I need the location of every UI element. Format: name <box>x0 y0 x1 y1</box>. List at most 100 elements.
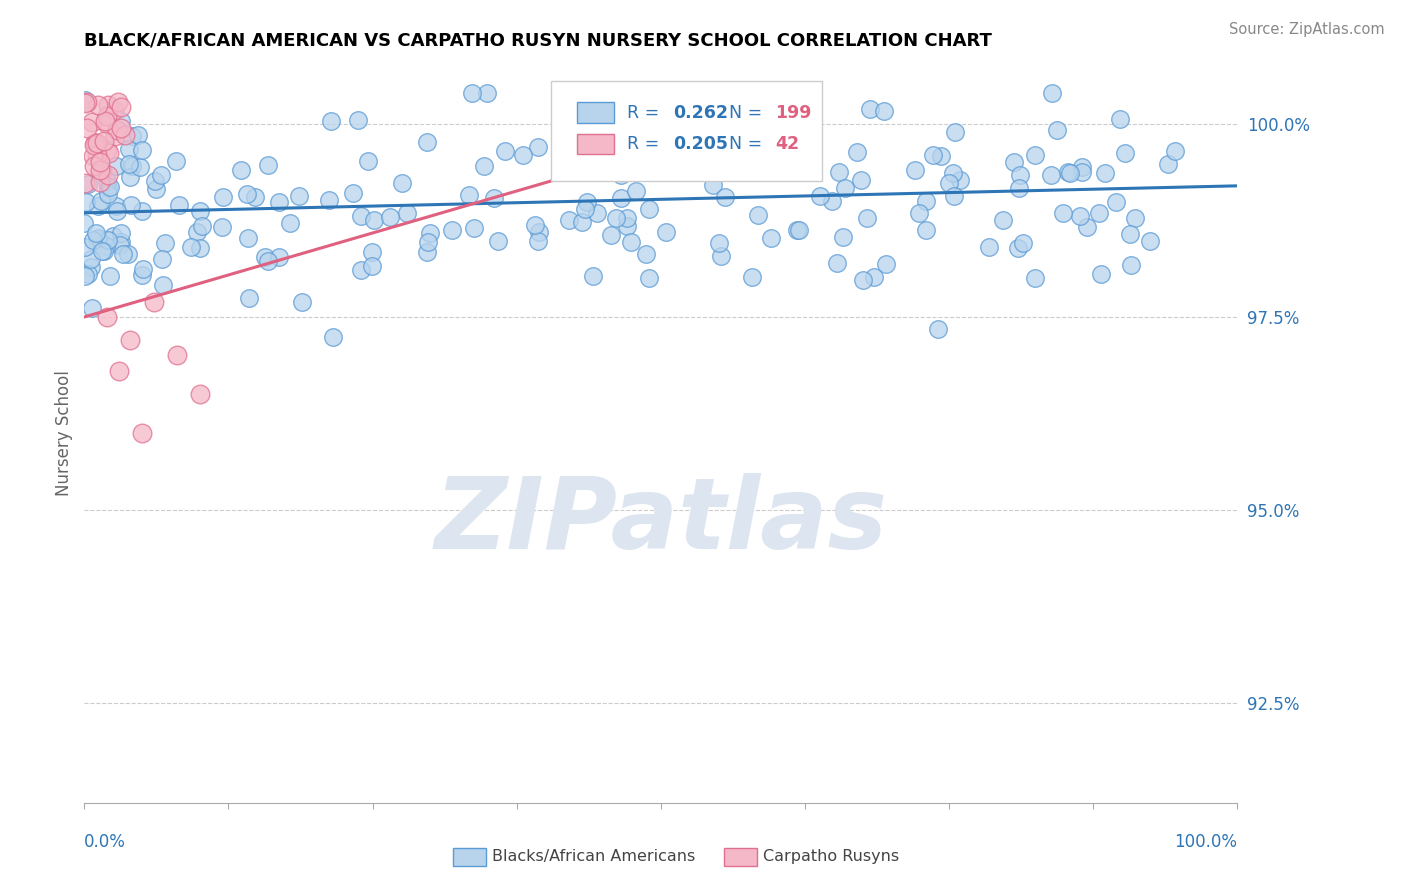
Point <box>875 258 897 272</box>
Point <box>821 194 844 209</box>
Point <box>191 219 214 234</box>
Point <box>787 222 810 236</box>
Point <box>96 174 118 188</box>
Point <box>787 125 810 139</box>
Text: BLACK/AFRICAN AMERICAN VS CARPATHO RUSYN NURSERY SCHOOL CORRELATION CHART: BLACK/AFRICAN AMERICAN VS CARPATHO RUSYN… <box>84 32 993 50</box>
Point <box>922 147 945 161</box>
Point <box>380 210 402 224</box>
Point <box>1046 122 1069 136</box>
Point <box>131 143 153 157</box>
Point <box>416 244 439 259</box>
Point <box>76 95 98 109</box>
Point <box>83 160 105 174</box>
Point <box>117 247 139 261</box>
Point <box>110 226 132 240</box>
Point <box>574 202 596 217</box>
Point <box>131 268 153 282</box>
Point <box>118 142 141 156</box>
Point <box>949 173 972 187</box>
Point <box>80 252 103 266</box>
Point <box>105 204 128 219</box>
Point <box>110 100 132 114</box>
Point <box>114 128 136 142</box>
Text: Source: ZipAtlas.com: Source: ZipAtlas.com <box>1229 22 1385 37</box>
Point <box>110 120 132 135</box>
Text: 42: 42 <box>775 135 799 153</box>
Point <box>458 187 481 202</box>
Point <box>846 145 869 159</box>
Point <box>1069 209 1091 223</box>
Point <box>76 120 98 135</box>
Point <box>104 199 127 213</box>
Point <box>83 137 105 152</box>
Point <box>97 168 120 182</box>
Point <box>1071 160 1094 174</box>
Point <box>118 170 141 185</box>
Point <box>714 190 737 204</box>
Point <box>91 244 114 259</box>
Point <box>132 262 155 277</box>
Point <box>211 219 233 234</box>
Point <box>278 216 301 230</box>
Point <box>257 158 280 172</box>
Point <box>586 205 609 219</box>
Point <box>582 268 605 283</box>
Point <box>166 349 188 363</box>
Point <box>105 122 128 136</box>
Text: R =: R = <box>627 135 665 153</box>
Point <box>86 98 108 112</box>
Point <box>90 164 112 178</box>
Point <box>180 240 202 254</box>
Point <box>1139 234 1161 248</box>
Point <box>395 206 418 220</box>
Point <box>1010 168 1032 182</box>
Point <box>576 194 599 209</box>
Point <box>167 198 190 212</box>
Point <box>269 194 291 209</box>
Point <box>73 216 96 230</box>
FancyBboxPatch shape <box>551 81 823 181</box>
Point <box>127 128 149 142</box>
Point <box>1076 219 1098 234</box>
Point <box>494 144 516 158</box>
Point <box>419 226 441 240</box>
Point <box>86 232 108 246</box>
Point <box>347 113 370 128</box>
Point <box>112 247 135 261</box>
Point <box>350 263 373 277</box>
Point <box>238 291 260 305</box>
Point <box>441 223 464 237</box>
Point <box>321 113 343 128</box>
Point <box>98 146 121 161</box>
Point <box>165 154 187 169</box>
Point <box>1157 156 1180 170</box>
Point <box>827 255 849 269</box>
Point <box>86 199 108 213</box>
Point <box>1011 236 1033 251</box>
Point <box>460 87 482 101</box>
Point <box>98 179 121 194</box>
Point <box>929 149 952 163</box>
Point <box>75 240 97 254</box>
Point <box>828 165 851 179</box>
Point <box>254 250 277 264</box>
Point <box>76 177 98 191</box>
Text: 100.0%: 100.0% <box>1174 833 1237 851</box>
Point <box>1024 148 1046 162</box>
Point <box>586 151 609 165</box>
Point <box>77 267 100 281</box>
Text: N =: N = <box>728 103 768 122</box>
Point <box>104 128 127 143</box>
Point <box>1007 241 1029 255</box>
Point <box>808 189 831 203</box>
Point <box>482 191 505 205</box>
Point <box>863 270 886 285</box>
Point <box>86 147 108 161</box>
Point <box>991 212 1014 227</box>
Point <box>120 333 142 347</box>
Point <box>83 136 105 150</box>
Point <box>152 278 174 293</box>
Point <box>710 249 733 263</box>
Point <box>84 226 107 240</box>
Point <box>97 187 120 202</box>
